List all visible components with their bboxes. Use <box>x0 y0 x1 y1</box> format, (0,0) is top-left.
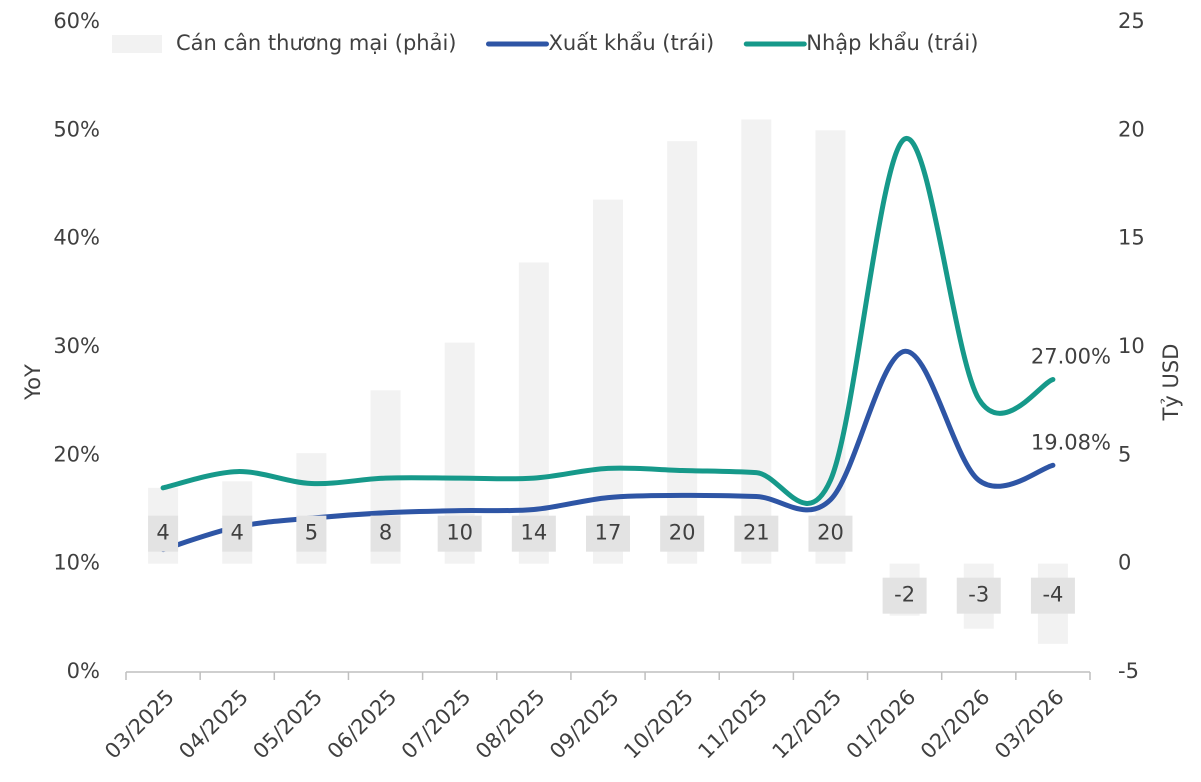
data-label: 14 <box>520 521 547 545</box>
x-tick-label: 03/2026 <box>990 685 1069 764</box>
y2-tick-label: 25 <box>1118 9 1145 33</box>
data-label-box <box>370 515 401 552</box>
y-tick-label: 30% <box>53 334 100 358</box>
data-label: 10 <box>446 521 473 545</box>
data-label-box <box>222 515 253 552</box>
y2-tick-label: 5 <box>1118 442 1131 466</box>
y-tick-label: 20% <box>53 442 100 466</box>
bar <box>667 141 698 564</box>
data-label-box <box>148 515 179 552</box>
data-label: 4 <box>156 521 169 545</box>
data-label-box <box>437 515 482 552</box>
x-tick-label: 05/2025 <box>248 685 327 764</box>
data-label-box <box>734 515 779 552</box>
y2-tick-label: 0 <box>1118 551 1131 575</box>
x-tick-label: 04/2025 <box>174 685 253 764</box>
x-tick-label: 07/2025 <box>397 685 476 764</box>
x-tick-label: 08/2025 <box>471 685 550 764</box>
x-tick-label: 12/2025 <box>768 685 847 764</box>
data-label-box <box>296 515 327 552</box>
x-tick-label: 10/2025 <box>619 685 698 764</box>
x-tick-label: 01/2026 <box>842 685 921 764</box>
y2-tick-label: -5 <box>1118 659 1139 683</box>
data-label-box <box>882 577 927 614</box>
legend-swatch <box>112 35 162 53</box>
x-tick-label: 02/2026 <box>916 685 995 764</box>
y2-axis-label: Tỷ USD <box>1159 344 1183 422</box>
legend-label: Nhập khẩu (trái) <box>806 31 978 55</box>
y2-tick-label: 10 <box>1118 334 1145 358</box>
bar <box>518 262 549 564</box>
data-label: 8 <box>379 521 392 545</box>
x-tick-label: 06/2025 <box>323 685 402 764</box>
bar <box>815 130 846 564</box>
data-label: 20 <box>817 521 844 545</box>
x-tick-label: 03/2025 <box>100 685 179 764</box>
y-axis-label: YoY <box>21 364 45 401</box>
data-label: 5 <box>305 521 318 545</box>
y2-tick-label: 15 <box>1118 226 1145 250</box>
data-label: -2 <box>894 583 915 607</box>
data-label-box <box>511 515 556 552</box>
bar <box>593 199 623 564</box>
legend-label: Xuất khẩu (trái) <box>549 31 715 55</box>
data-label-box <box>808 515 853 552</box>
y-tick-label: 50% <box>53 117 100 141</box>
data-label-box <box>660 515 705 552</box>
data-label-box <box>956 577 1001 614</box>
y-tick-label: 0% <box>67 659 100 683</box>
line <box>160 136 1056 506</box>
data-label: 17 <box>595 521 622 545</box>
data-label: 27.00% <box>1031 345 1111 369</box>
legend-label: Cán cân thương mại (phải) <box>176 31 457 55</box>
data-label: 20 <box>669 521 696 545</box>
data-label: 19.08% <box>1031 430 1111 454</box>
y-tick-label: 40% <box>53 226 100 250</box>
data-label-box <box>1030 577 1075 614</box>
data-label-box <box>586 515 630 552</box>
y2-tick-label: 20 <box>1118 117 1145 141</box>
x-tick-label: 11/2025 <box>693 685 772 764</box>
data-label: -3 <box>968 583 989 607</box>
y-tick-label: 60% <box>53 9 100 33</box>
x-tick-label: 09/2025 <box>545 685 624 764</box>
data-label: 21 <box>743 521 770 545</box>
data-label: 4 <box>231 521 244 545</box>
data-label: -4 <box>1042 583 1063 607</box>
y-tick-label: 10% <box>53 551 100 575</box>
bar <box>741 119 772 564</box>
